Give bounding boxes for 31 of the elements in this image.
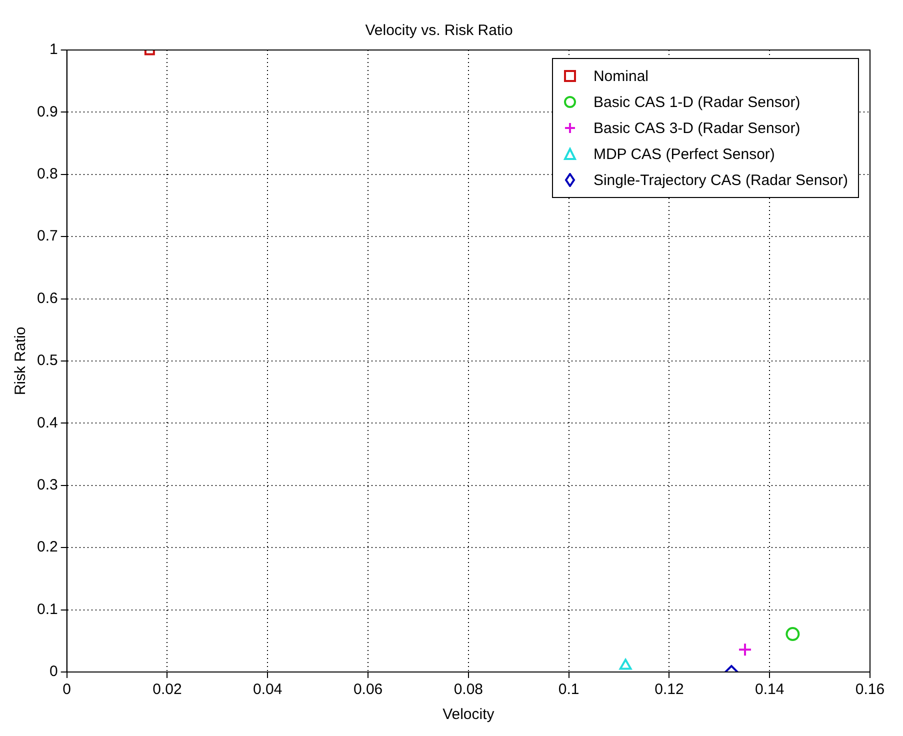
legend-label: MDP CAS (Perfect Sensor) <box>593 146 775 162</box>
x-axis-title: Velocity <box>442 706 495 724</box>
y-tick-label: 0.7 <box>36 228 58 245</box>
x-tick-label: 0.12 <box>654 681 684 698</box>
y-tick-label: 1 <box>50 41 58 58</box>
x-tick-label: 0.14 <box>755 681 784 698</box>
point <box>619 658 632 670</box>
x-tick-label: 0.06 <box>353 681 383 698</box>
y-tick-label: 0.9 <box>36 103 58 120</box>
legend-label: Basic CAS 1-D (Radar Sensor) <box>593 94 800 110</box>
y-tick-label: 0.3 <box>36 476 58 494</box>
legend-label: Single-Trajectory CAS (Radar Sensor) <box>593 172 848 188</box>
point <box>786 627 800 642</box>
y-tick-label: 0.2 <box>36 538 58 556</box>
y-tick-label: 0.6 <box>36 290 58 307</box>
y-tick-label: 0 <box>50 663 58 680</box>
legend-label: Nominal <box>593 68 648 84</box>
point <box>738 642 752 657</box>
chart-title: Velocity vs. Risk Ratio <box>365 22 513 40</box>
y-tick-label: 0.1 <box>36 600 58 618</box>
x-tick-label: 0.04 <box>253 681 282 698</box>
y-tick-label: 0.4 <box>36 414 58 432</box>
x-tick-label: 0.16 <box>855 681 885 698</box>
x-tick-label: 0.02 <box>152 681 182 698</box>
y-axis-title: Risk Ratio <box>12 326 30 396</box>
x-tick-label: 0.1 <box>558 681 580 698</box>
legend-label: Basic CAS 3-D (Radar Sensor) <box>593 120 800 136</box>
x-tick-label: 0 <box>62 681 72 698</box>
x-tick-label: 0.08 <box>454 681 484 698</box>
y-tick-label: 0.8 <box>36 166 58 183</box>
y-tick-label: 0.5 <box>36 352 58 370</box>
